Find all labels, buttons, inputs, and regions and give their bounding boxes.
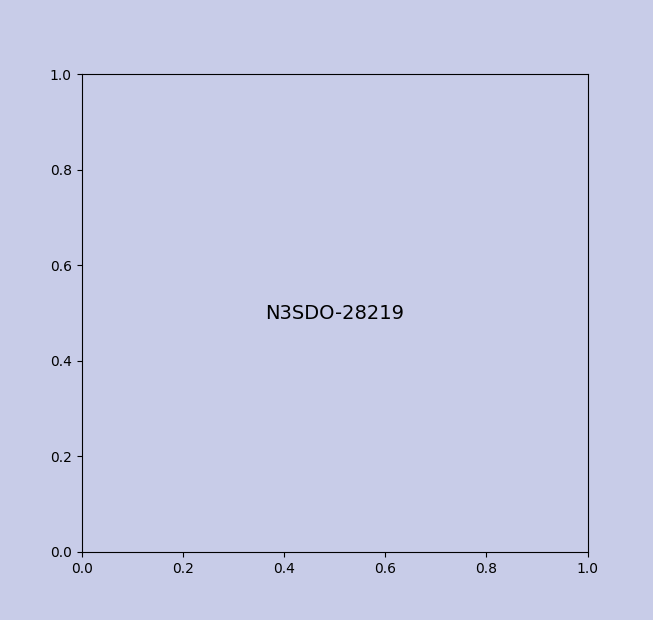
Text: N3SDO-28219: N3SDO-28219 <box>265 304 404 322</box>
